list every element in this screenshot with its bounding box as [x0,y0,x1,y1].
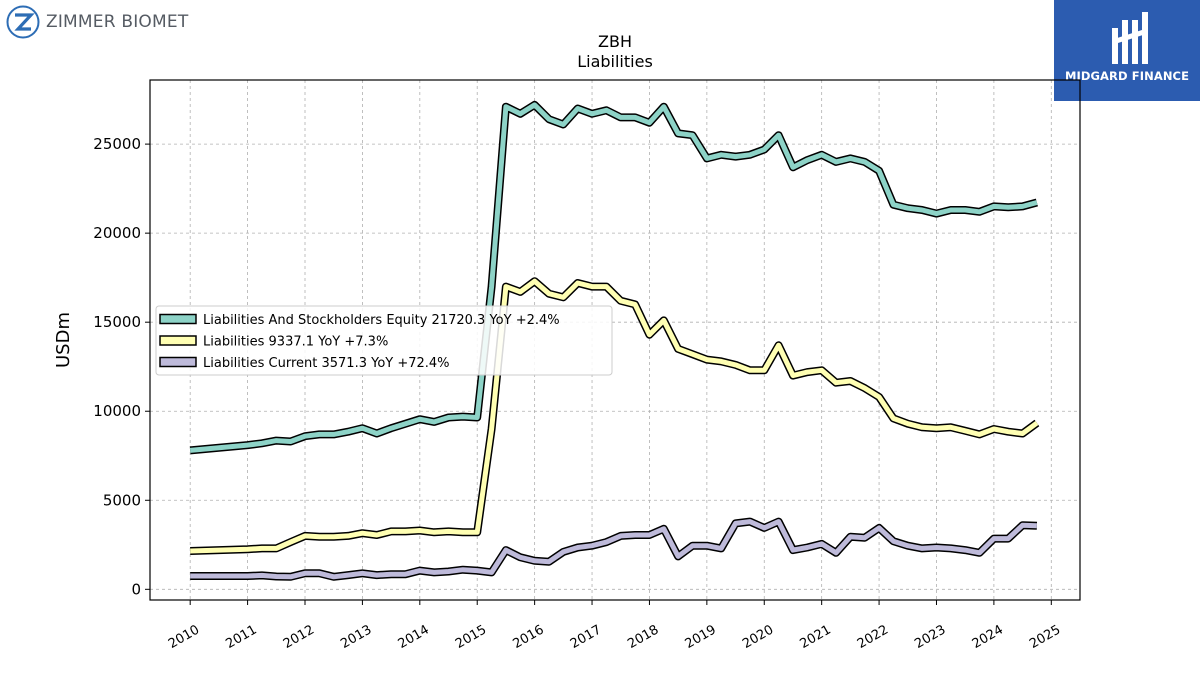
x-tick-label: 2020 [740,622,776,652]
plot-frame [149,79,1081,601]
y-tick-label: 10000 [93,402,141,420]
y-tick-label: 15000 [93,313,141,331]
x-tick-label: 2011 [223,622,259,652]
series-line-0 [189,102,1038,453]
x-tick-label: 2025 [1027,622,1063,652]
legend-label-2: Liabilities Current 3571.3 YoY +72.4% [203,356,450,371]
legend-swatch-1 [159,335,197,346]
x-tick-label: 2024 [970,622,1006,652]
series-layer [189,100,1040,581]
x-tick-label: 2015 [453,622,489,652]
chart-subtitle: Liabilities [577,52,653,71]
zimmer-biomet-z-icon [6,5,40,39]
x-tick-label: 2021 [798,622,834,652]
x-tick-label: 2017 [568,622,604,652]
legend-swatch-0 [159,313,197,325]
legend-swatch-2 [159,356,197,368]
x-tick-label: 2018 [625,622,661,652]
x-tick-label: 2019 [683,622,719,652]
y-tick-label: 25000 [93,135,141,153]
chart-title-block: ZBH Liabilities [515,32,715,72]
midgard-finance-emblem-icon [1112,12,1148,64]
series-line-outline-0 [189,100,1038,455]
x-tick-label: 2010 [166,622,202,652]
x-tick-label: 2012 [281,622,317,652]
legend: Liabilities And Stockholders Equity 2172… [155,305,613,376]
chart-title: ZBH [598,32,632,51]
legend-label-0: Liabilities And Stockholders Equity 2172… [203,313,560,328]
x-tick-label: 2016 [510,622,546,652]
series-line-1 [190,278,1039,554]
x-tick-label: 2022 [855,622,891,652]
midgard-finance-logo: MIDGARD FINANCE [1054,0,1200,101]
y-tick-label: 20000 [93,224,141,242]
legend-box [155,305,613,376]
zimmer-biomet-logo: ZIMMER BIOMET [6,5,188,39]
series-line-2 [190,519,1037,580]
x-tick-label: 2014 [396,622,432,652]
zimmer-biomet-logo-text: ZIMMER BIOMET [46,12,189,32]
x-tick-label: 2013 [338,622,374,652]
y-tick-label: 5000 [103,491,141,509]
y-tick-label: 0 [131,580,141,598]
x-tick-label: 2023 [912,622,948,652]
legend-label-1: Liabilities 9337.1 YoY +7.3% [203,335,388,350]
series-line-outline-2 [190,517,1038,581]
midgard-finance-logo-text: MIDGARD FINANCE [1064,69,1190,83]
y-axis-label: USDm [53,312,74,368]
